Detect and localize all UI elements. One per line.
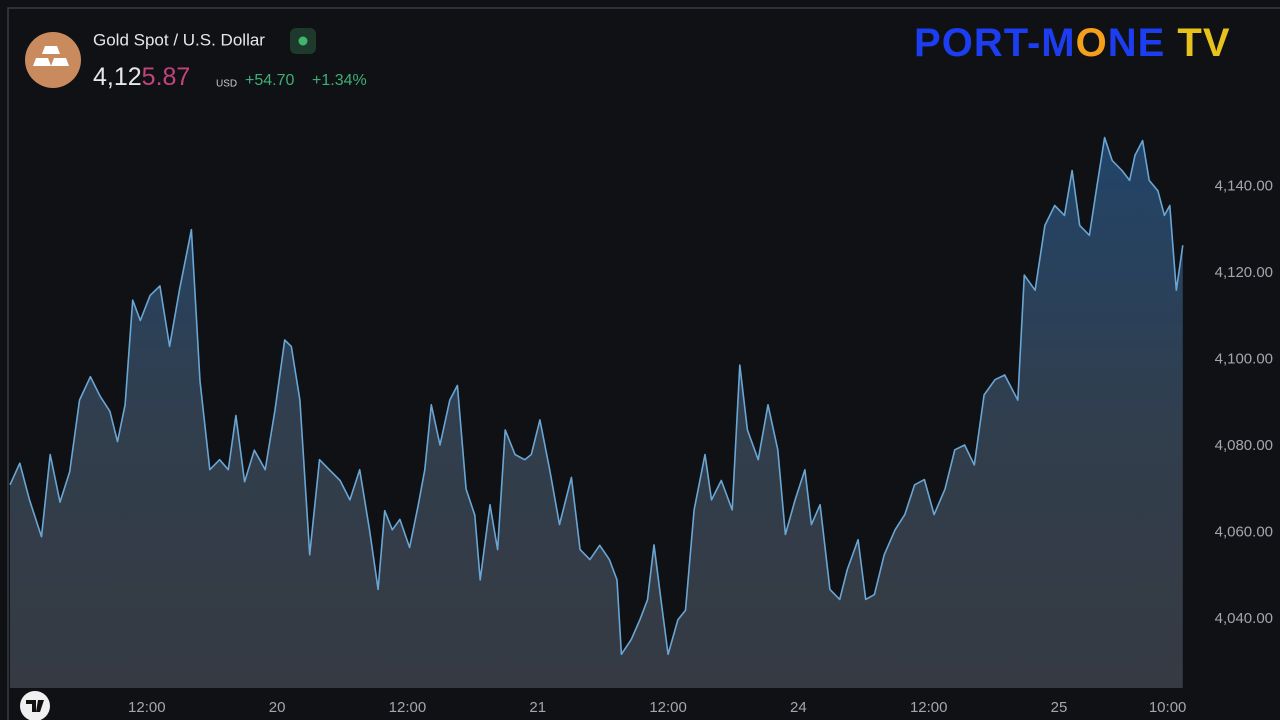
price-tail: 5.87	[142, 63, 191, 91]
x-tick-label: 10:00	[1149, 699, 1187, 716]
status-dot	[290, 28, 316, 54]
watermark: PORT-MONE TV	[914, 21, 1231, 65]
y-tick-label: 4,140.00	[1215, 177, 1273, 194]
x-tick-label: 12:00	[910, 699, 948, 716]
price-line	[9, 136, 1184, 656]
x-tick-label: 12:00	[389, 699, 427, 716]
x-tick-label: 12:00	[128, 699, 166, 716]
y-tick-label: 4,040.00	[1215, 610, 1273, 627]
x-tick-label: 21	[529, 699, 546, 716]
x-tick-label: 20	[269, 699, 286, 716]
area-fill	[10, 137, 1183, 689]
change: +54.70	[245, 72, 294, 89]
symbol-title: Gold Spot / U.S. Dollar	[93, 30, 265, 49]
x-tick-label: 25	[1051, 699, 1068, 716]
frame	[7, 7, 1280, 720]
y-tick-label: 4,120.00	[1215, 264, 1273, 281]
y-tick-label: 4,100.00	[1215, 350, 1273, 367]
symbol-icon	[25, 32, 81, 88]
price-lead: 4,12	[93, 63, 142, 91]
price: 4,125.87	[93, 63, 190, 91]
tradingview-logo	[20, 691, 50, 720]
currency: USD	[216, 79, 237, 90]
change-percent: +1.34%	[312, 72, 367, 89]
x-tick-label: 24	[790, 699, 807, 716]
y-tick-label: 4,060.00	[1215, 523, 1273, 540]
y-tick-label: 4,080.00	[1215, 437, 1273, 454]
x-tick-label: 12:00	[649, 699, 687, 716]
plot-area	[9, 136, 1184, 689]
